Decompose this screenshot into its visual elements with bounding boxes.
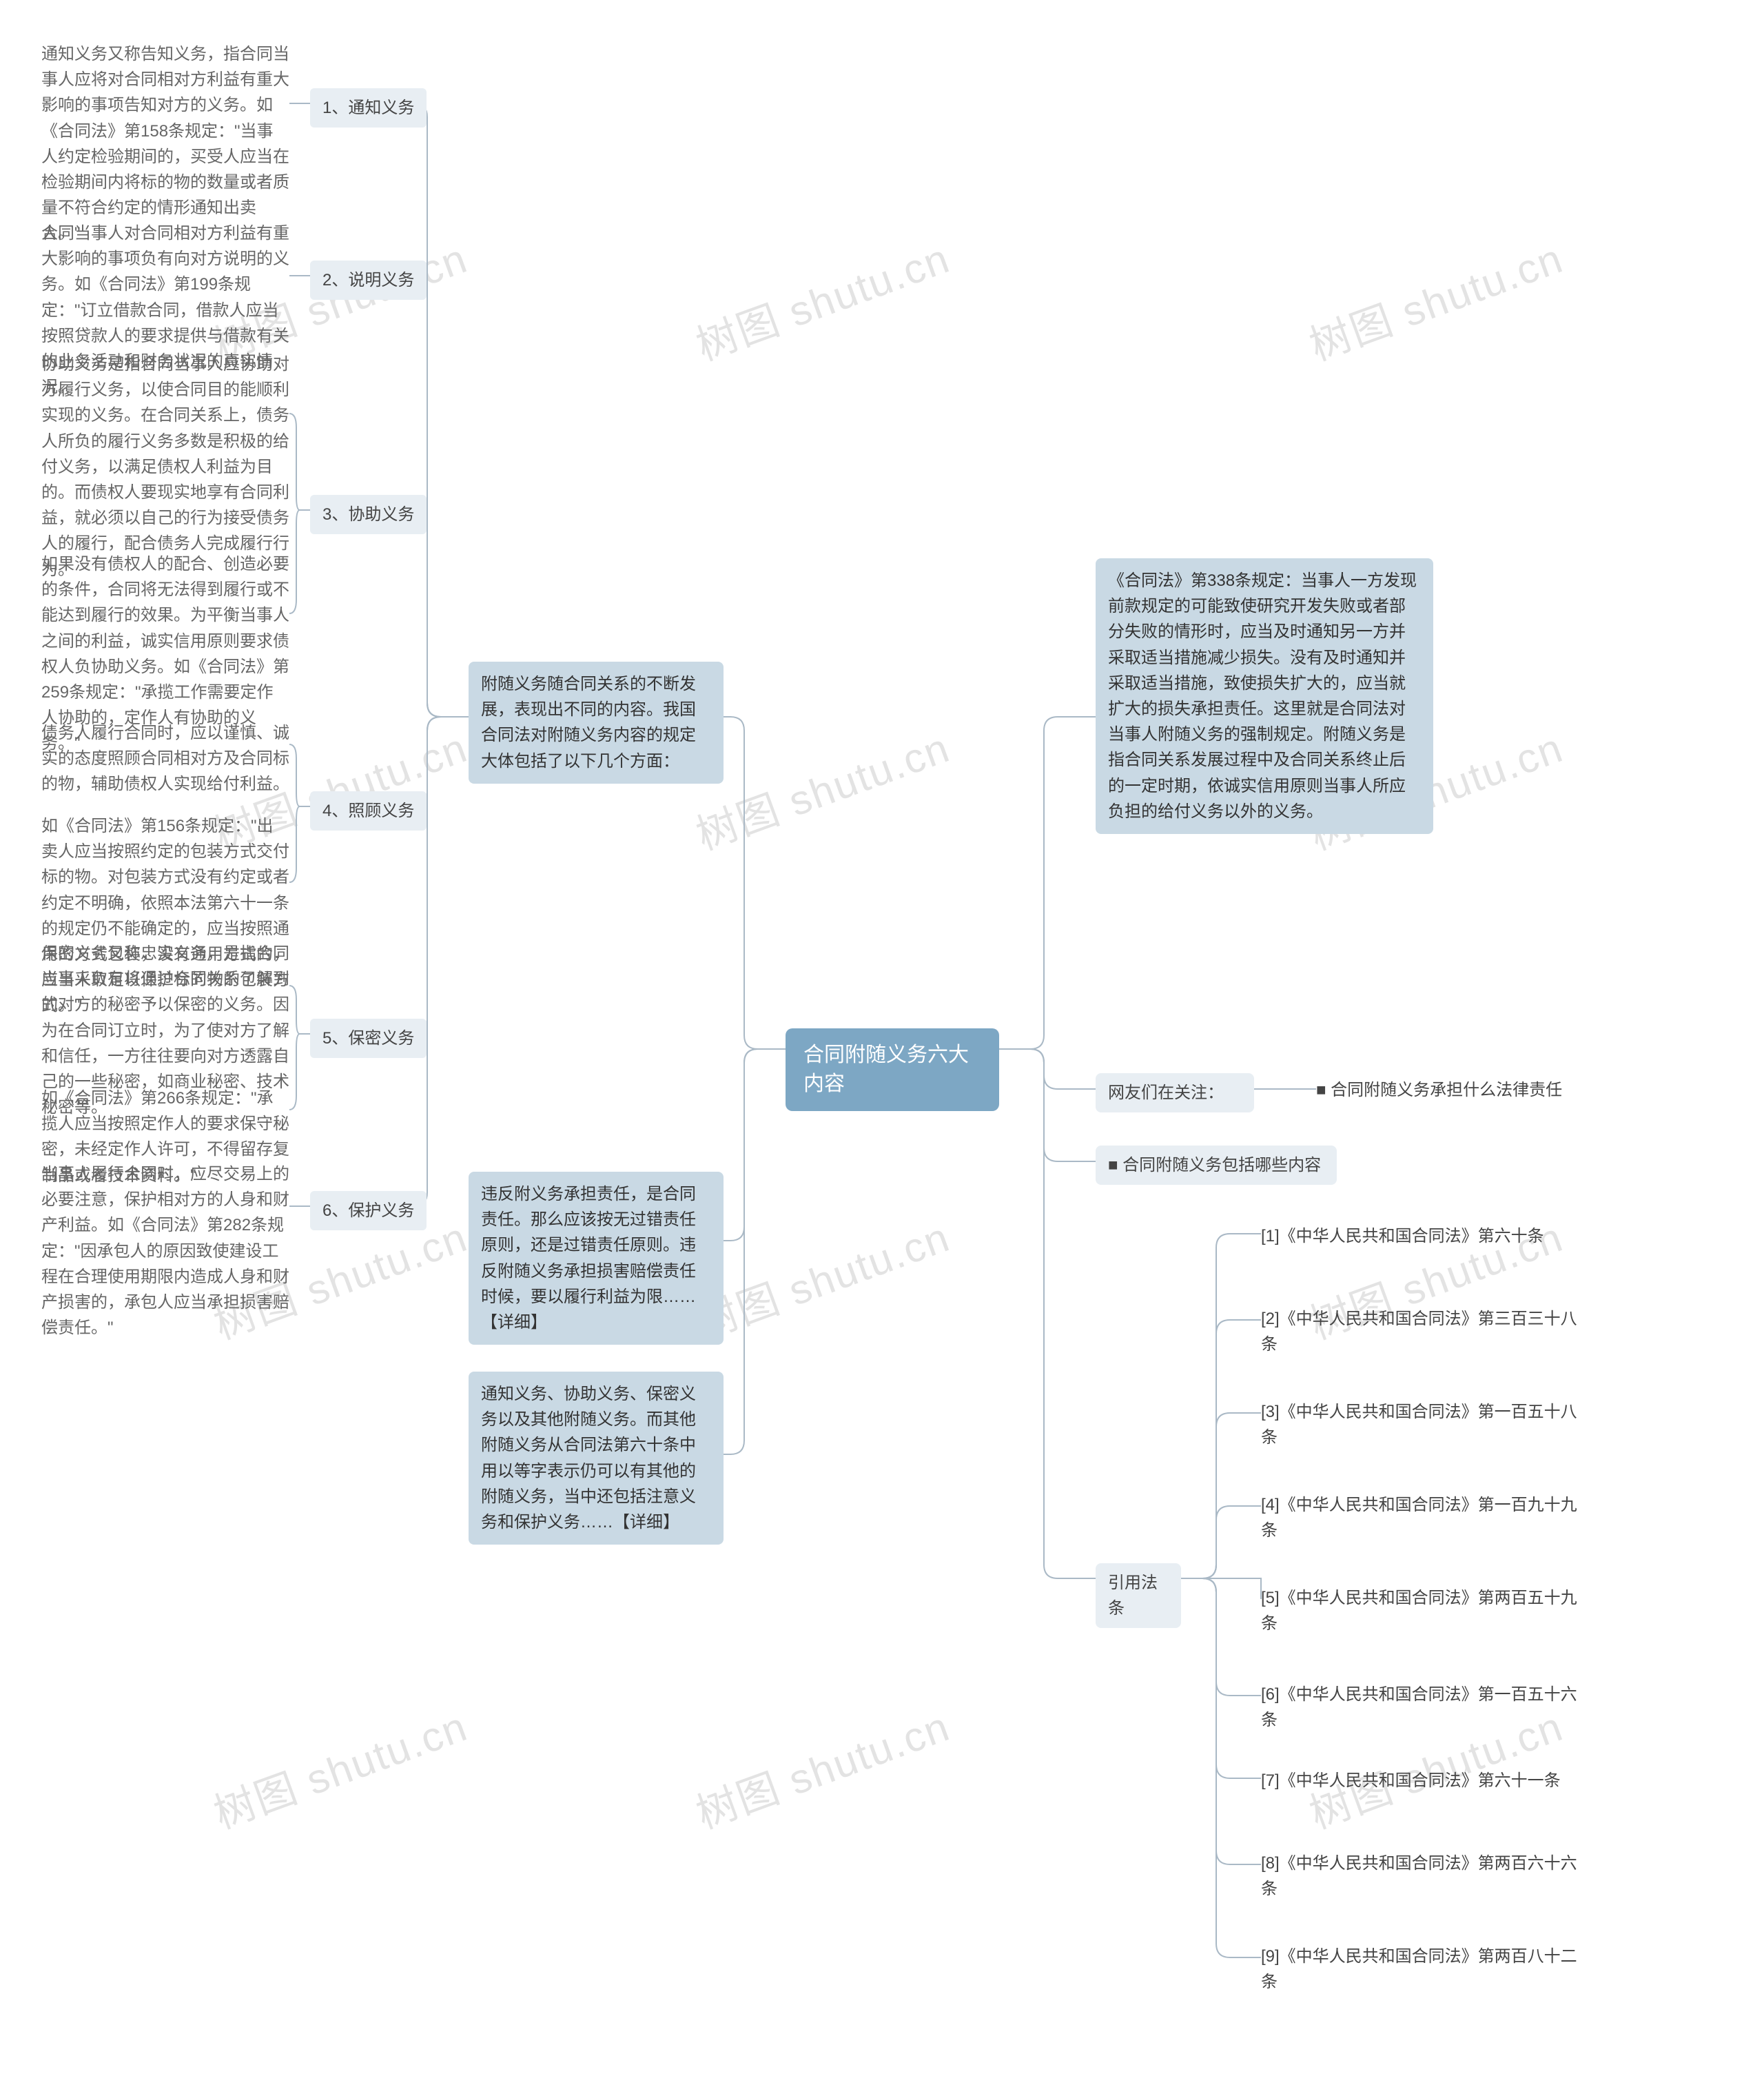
cite-4: [4]《中华人民共和国合同法》第一百九十九条 xyxy=(1261,1492,1585,1543)
duty-2: 2、说明义务 xyxy=(310,261,427,300)
cite-6: [6]《中华人民共和国合同法》第一百五十六条 xyxy=(1261,1682,1585,1733)
cite-7: [7]《中华人民共和国合同法》第六十一条 xyxy=(1261,1768,1585,1793)
watermark: 树图 shutu.cn xyxy=(687,715,957,862)
mid-3: 通知义务、协助义务、保密义务以及其他附随义务。而其他附随义务从合同法第六十条中用… xyxy=(469,1372,724,1545)
watermark: 树图 shutu.cn xyxy=(687,1204,957,1352)
watermark: 树图 shutu.cn xyxy=(1300,225,1570,373)
watch-node: 网友们在关注： xyxy=(1096,1073,1254,1112)
duty-6: 6、保护义务 xyxy=(310,1191,427,1230)
watermark: 树图 shutu.cn xyxy=(205,1693,475,1841)
watermark: 树图 shutu.cn xyxy=(687,225,957,373)
cite-9: [9]《中华人民共和国合同法》第两百八十二条 xyxy=(1261,1944,1585,1995)
mid-1: 附随义务随合同关系的不断发展，表现出不同的内容。我国合同法对附随义务内容的规定大… xyxy=(469,662,724,784)
leaf-4a: 债务人履行合同时，应以谨慎、诚实的态度照顾合同相对方及合同标的物，辅助债权人实现… xyxy=(41,720,289,797)
leaf-6: 当事人履行合同时，应尽交易上的必要注意，保护相对方的人身和财产利益。如《合同法》… xyxy=(41,1161,289,1341)
duty-4: 4、照顾义务 xyxy=(310,791,427,831)
cite-3: [3]《中华人民共和国合同法》第一百五十八条 xyxy=(1261,1399,1585,1450)
cite-5: [5]《中华人民共和国合同法》第两百五十九条 xyxy=(1261,1585,1585,1636)
leaf-3a: 协助义务是指合同当事人应协助对方履行义务，以使合同目的能顺利实现的义务。在合同关… xyxy=(41,352,289,582)
leaf-1: 通知义务又称告知义务，指合同当事人应将对合同相对方利益有重大影响的事项告知对方的… xyxy=(41,41,289,247)
law-338-node: 《合同法》第338条规定：当事人一方发现前款规定的可能致使研究开发失败或者部分失… xyxy=(1096,558,1433,834)
root-node: 合同附随义务六大内容 xyxy=(786,1028,999,1111)
incl-node: ■ 合同附随义务包括哪些内容 xyxy=(1096,1146,1337,1185)
duty-3: 3、协助义务 xyxy=(310,495,427,534)
cite-1: [1]《中华人民共和国合同法》第六十条 xyxy=(1261,1223,1585,1249)
duty-1: 1、通知义务 xyxy=(310,88,427,128)
duty-5: 5、保密义务 xyxy=(310,1019,427,1058)
cite-2: [2]《中华人民共和国合同法》第三百三十八条 xyxy=(1261,1306,1585,1357)
watch-item: ■ 合同附随义务承担什么法律责任 xyxy=(1316,1077,1606,1103)
cites-label: 引用法条 xyxy=(1096,1563,1181,1628)
watermark: 树图 shutu.cn xyxy=(687,1693,957,1841)
mid-2: 违反附义务承担责任，是合同责任。那么应该按无过错责任原则，还是过错责任原则。违反… xyxy=(469,1172,724,1345)
cite-8: [8]《中华人民共和国合同法》第两百六十六条 xyxy=(1261,1851,1585,1902)
